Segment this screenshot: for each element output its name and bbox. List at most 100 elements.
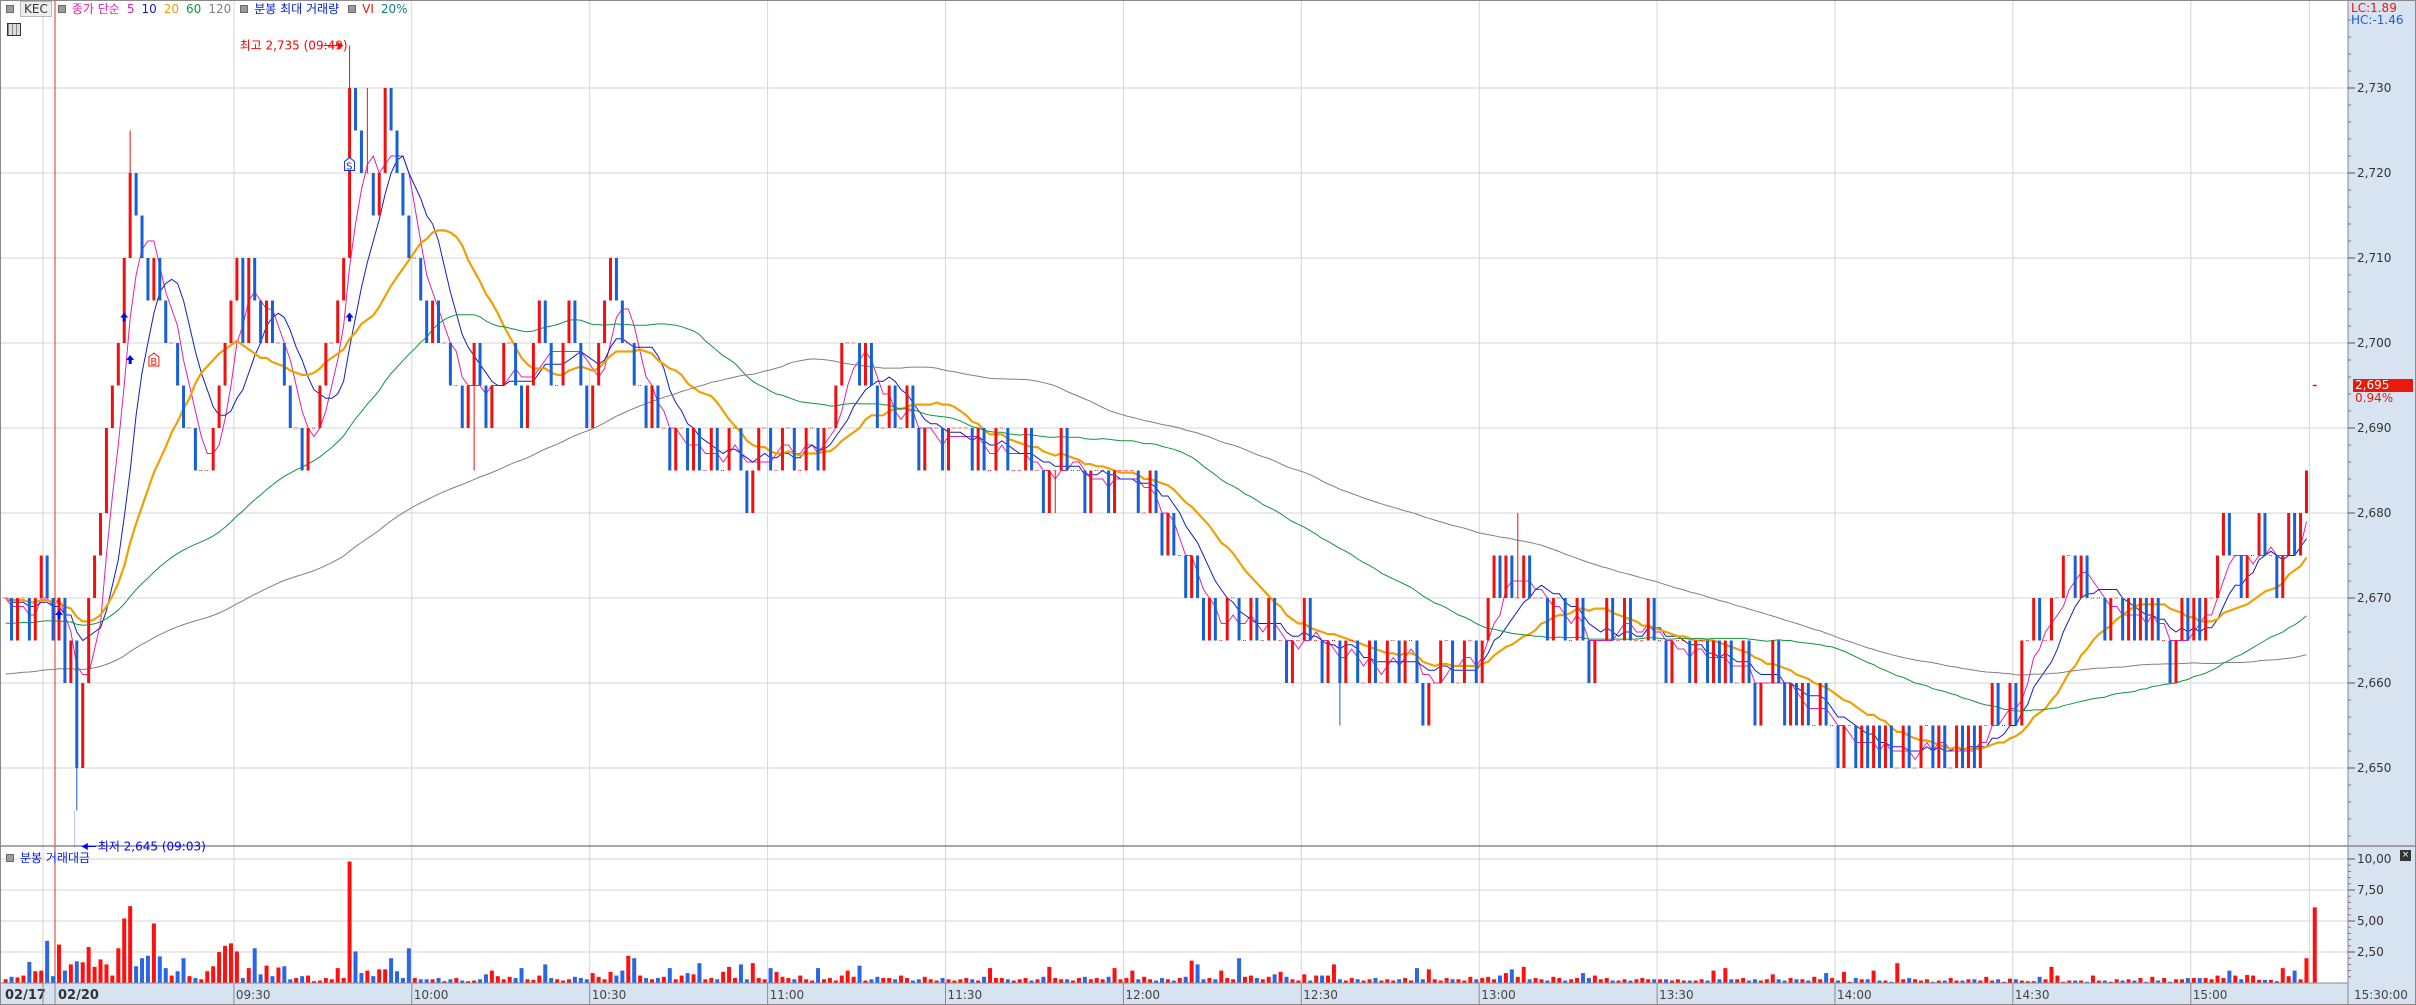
volume-bar — [1883, 980, 1888, 983]
annotations: 최고 2,735 (09:49) 최저 2,645 (09:03) — [74, 39, 348, 854]
volume-bar — [1053, 978, 1058, 983]
candle-body — [1937, 725, 1941, 768]
candle-body — [2121, 598, 2125, 641]
candle-body — [911, 385, 915, 428]
time-tick-label: 10:30 — [592, 988, 627, 1002]
volume-bar — [733, 978, 738, 983]
candle-body — [2103, 598, 2107, 641]
time-tick-label: 12:00 — [1125, 988, 1160, 1002]
legend-toggle-icon[interactable] — [240, 4, 249, 13]
low-price-annotation: 최저 2,645 (09:03) — [98, 840, 206, 854]
volume-tick-label: 7,50 — [2357, 883, 2384, 897]
volume-bar — [2061, 981, 2066, 983]
volume-bar — [584, 979, 589, 983]
volume-bar — [228, 943, 233, 983]
candle-body — [110, 385, 114, 428]
volume-bar — [1569, 979, 1574, 983]
table-grid-icon[interactable] — [7, 23, 21, 36]
volume-bar — [1189, 960, 1194, 983]
volume-bar — [1717, 979, 1722, 983]
volume-bar — [756, 978, 761, 983]
volume-bar — [1320, 975, 1325, 983]
candle-body — [1883, 725, 1887, 768]
ma-period-20: 20 — [163, 1, 180, 16]
volume-bar — [2215, 975, 2220, 983]
volume-bar — [1248, 975, 1253, 983]
volume-bar — [1456, 979, 1461, 983]
grid — [0, 0, 2348, 1005]
candle-body — [1771, 640, 1775, 683]
legend-toggle-icon[interactable] — [6, 853, 14, 862]
date-label: 02/20 — [58, 988, 99, 1003]
volume-bar — [513, 978, 518, 983]
volume-bar — [1871, 970, 1876, 983]
legend-toggle-icon[interactable] — [348, 4, 357, 13]
candle-body — [354, 88, 357, 131]
time-tick-label: 12:30 — [1303, 988, 1338, 1002]
candle-body — [1184, 555, 1188, 598]
volume-bar — [1853, 978, 1858, 983]
volume-bar — [596, 976, 601, 983]
candle-body — [804, 428, 808, 471]
time-tick-label: 11:30 — [948, 988, 983, 1002]
candle-body — [1474, 640, 1478, 683]
candle-body — [1931, 725, 1935, 768]
volume-bar — [406, 948, 411, 983]
volume-bar — [1711, 970, 1716, 983]
candle-body — [2085, 555, 2089, 598]
volume-bar — [1331, 964, 1336, 983]
close-icon[interactable]: × — [2400, 850, 2411, 861]
volume-bar — [1106, 976, 1111, 983]
volume-tick-label: 2,50 — [2357, 945, 2384, 959]
volume-bar — [157, 956, 162, 983]
volume-bar — [1794, 979, 1799, 983]
volume-bar — [2197, 978, 2202, 983]
candle-body — [603, 300, 607, 343]
candle-body — [2061, 555, 2065, 598]
candle-body — [348, 88, 352, 258]
volume-bar — [1041, 976, 1046, 983]
symbol-box[interactable]: KEC — [20, 0, 52, 17]
candle-body — [2133, 598, 2136, 641]
candle-body — [2150, 598, 2154, 641]
candle-body — [1528, 555, 1532, 598]
candle-body — [1652, 598, 1656, 641]
buy-signal-marker — [148, 352, 160, 367]
volume-bar — [1954, 980, 1959, 983]
candle-body — [140, 215, 144, 258]
volume-bar — [1260, 979, 1265, 983]
candle-body — [1753, 683, 1757, 726]
volume-bar — [2292, 970, 2297, 983]
volume-bar — [424, 979, 429, 983]
volume-bar — [1409, 980, 1414, 983]
volume-bar — [1960, 980, 1965, 983]
volume-bar — [1497, 975, 1502, 983]
candle-body — [982, 428, 986, 471]
candle-body — [745, 470, 749, 513]
legend-toggle-icon[interactable] — [6, 4, 14, 13]
volume-bar — [2233, 975, 2238, 983]
volume-bar — [561, 980, 566, 983]
candle-body — [1907, 725, 1911, 768]
candle-body — [697, 428, 701, 471]
volume-bar — [501, 979, 506, 983]
volume-bar — [1628, 980, 1633, 983]
volume-bar — [2144, 981, 2149, 983]
volume-bar — [134, 966, 139, 983]
volume-bar — [507, 976, 512, 983]
volume-bar — [881, 978, 886, 983]
legend-toggle-icon[interactable] — [57, 4, 66, 13]
volume-bar — [1142, 976, 1147, 983]
volume-bar — [1812, 976, 1817, 983]
volume-bar — [549, 978, 554, 983]
candle-body — [887, 385, 891, 428]
volume-bar — [1207, 978, 1212, 983]
volume-bar — [145, 955, 150, 983]
volume-bar — [2096, 980, 2101, 983]
volume-max-label: 분봉 최대 거래량 — [254, 2, 340, 16]
candle-body — [608, 258, 612, 301]
volume-bar — [27, 961, 32, 983]
volume-bar — [2025, 981, 2030, 983]
volume-bar — [525, 979, 530, 983]
